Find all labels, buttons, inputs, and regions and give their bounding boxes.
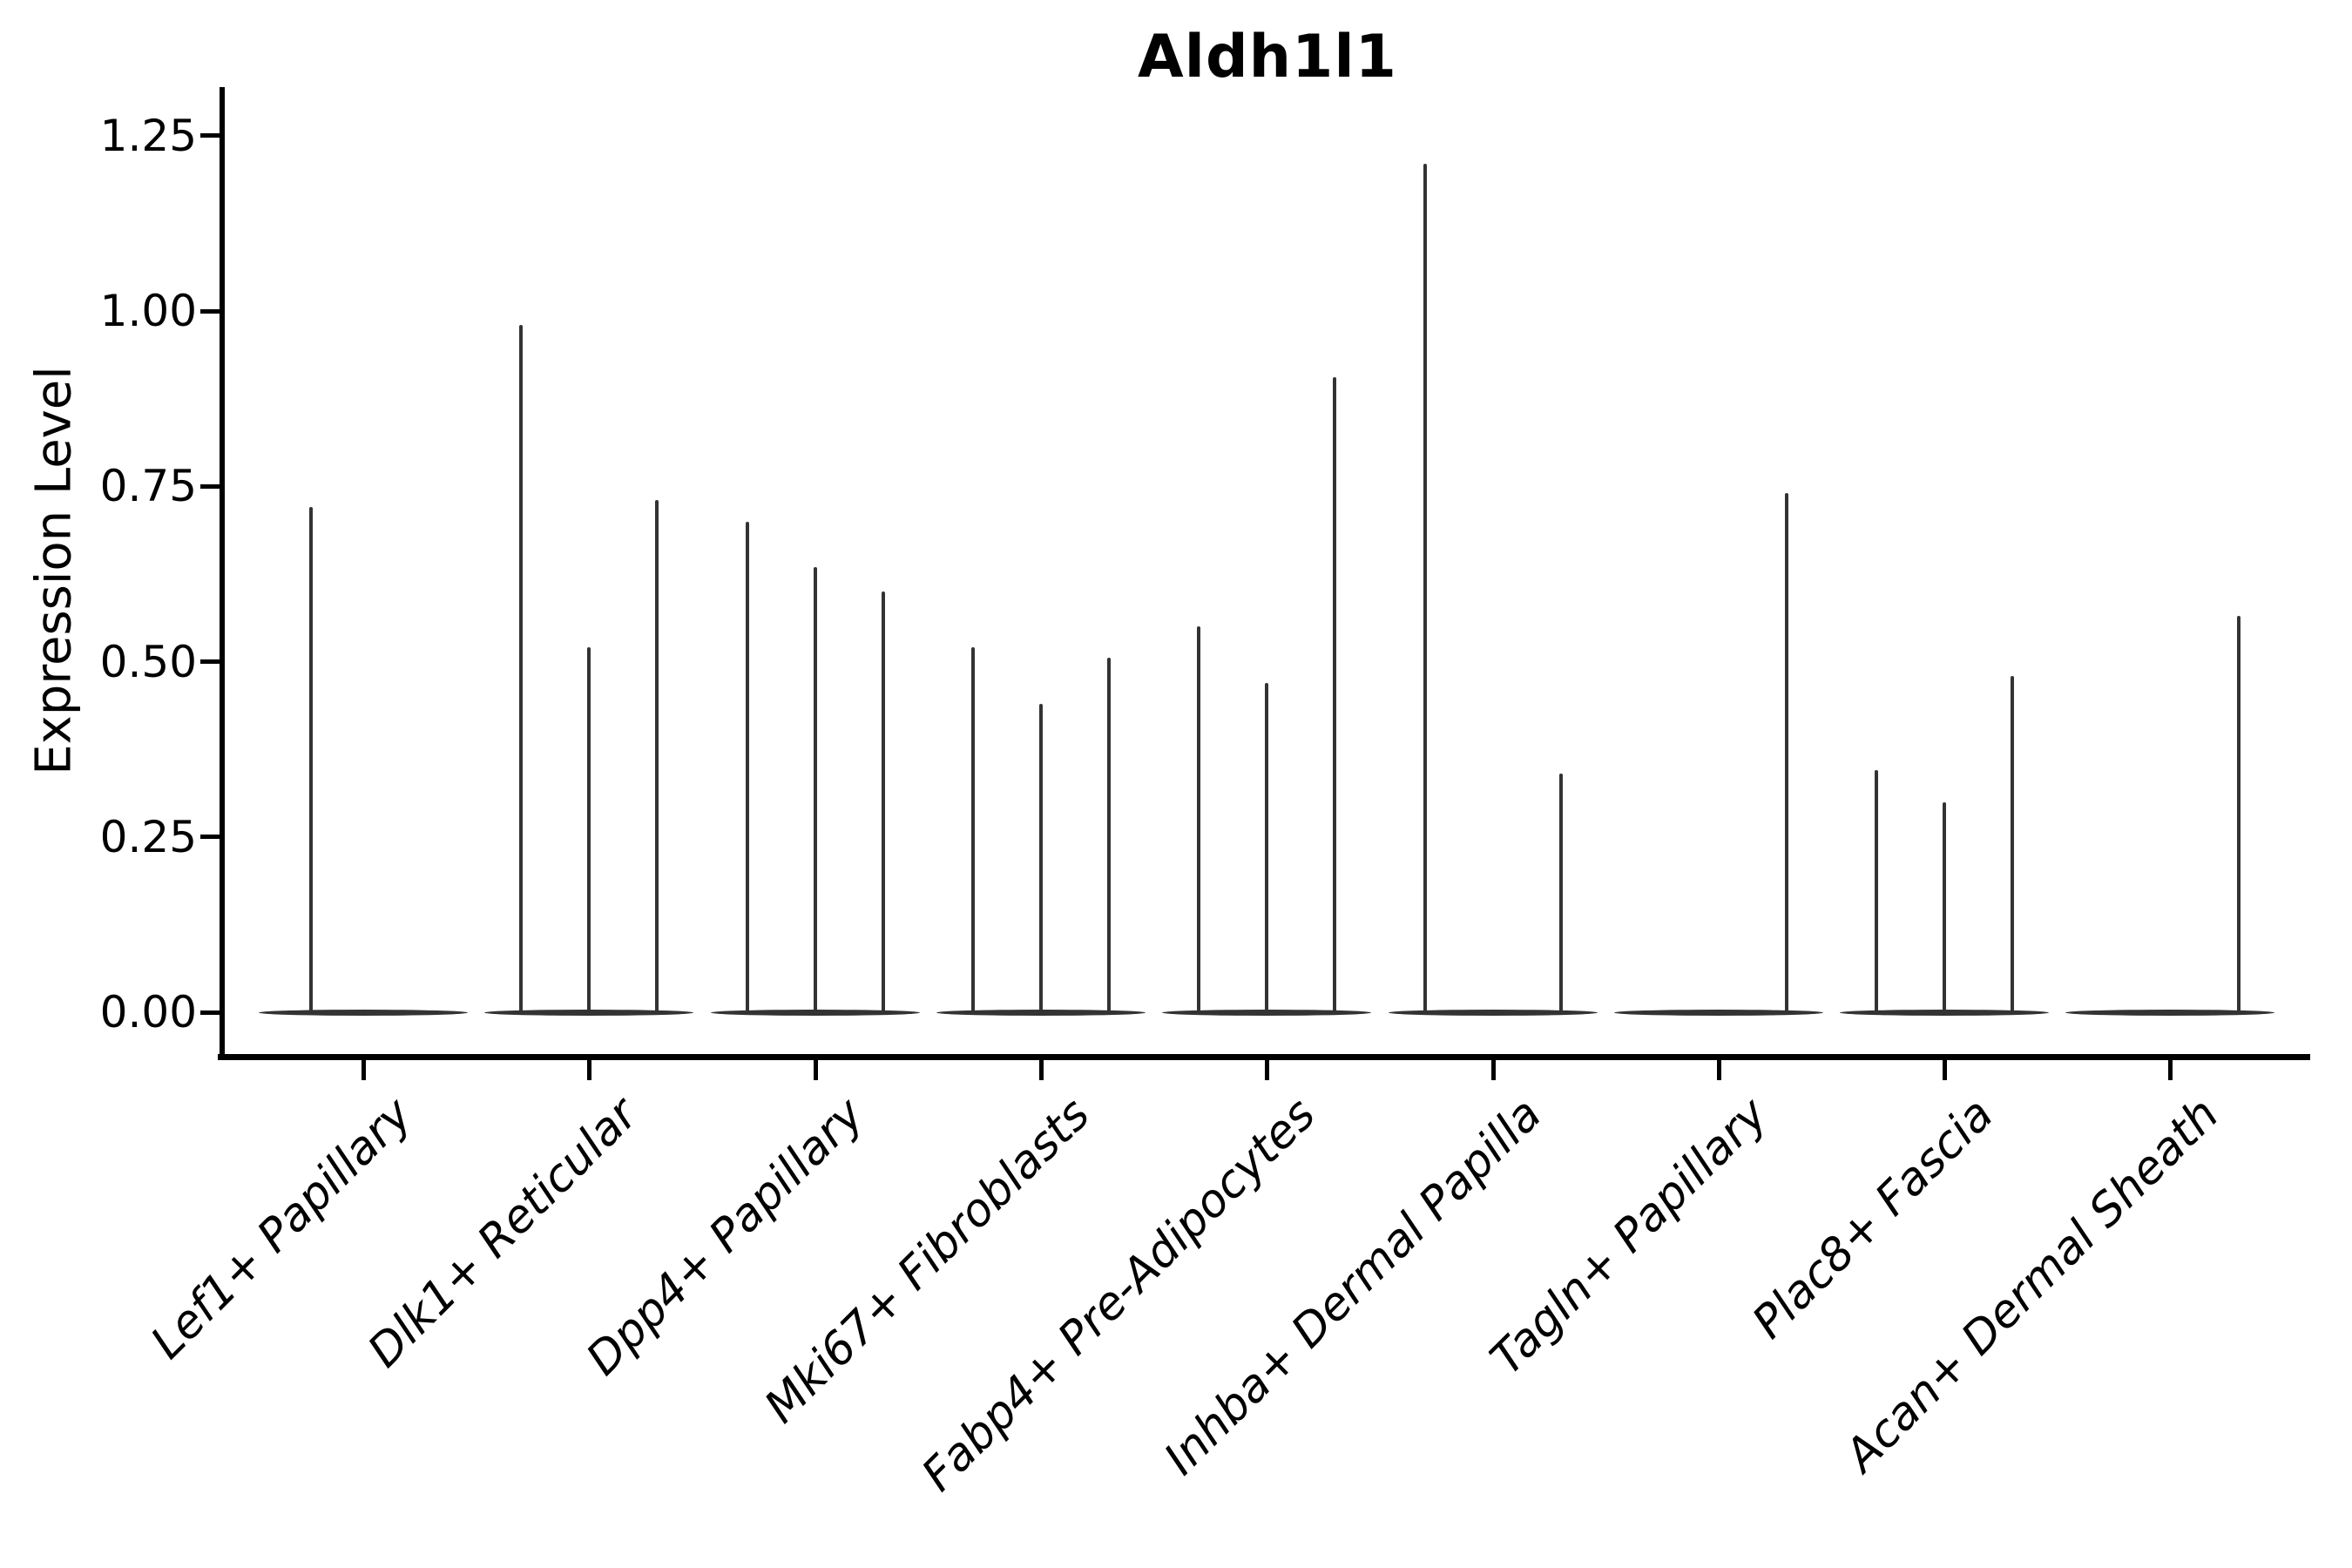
y-tick-label: 0.00 xyxy=(99,987,197,1037)
violin-spike xyxy=(970,647,976,1014)
violin-zero-body xyxy=(1389,1009,1598,1016)
violin-spike xyxy=(1332,377,1337,1014)
violin-spike xyxy=(1558,774,1564,1014)
violin-spike xyxy=(745,521,750,1014)
y-tick-label: 1.00 xyxy=(99,286,197,336)
violin-spike xyxy=(1874,770,1879,1014)
y-axis-spine xyxy=(220,87,225,1059)
y-tick-label: 0.75 xyxy=(99,461,197,512)
violin-zero-body xyxy=(1614,1009,1823,1016)
violin-spike xyxy=(2010,675,2015,1014)
x-tick xyxy=(1264,1059,1269,1080)
y-tick xyxy=(200,133,220,139)
violin-spike xyxy=(586,647,591,1014)
violin-spike xyxy=(1942,801,1947,1014)
y-tick xyxy=(200,835,220,840)
violin-zero-body xyxy=(259,1009,468,1016)
y-tick xyxy=(200,483,220,489)
violin-spike xyxy=(1264,682,1269,1014)
x-tick-label: Inhba+ Dermal Papilla xyxy=(1154,1088,1552,1485)
violin-spike xyxy=(1106,658,1112,1014)
violin-spike xyxy=(1038,703,1044,1014)
violin-spike xyxy=(1196,626,1201,1014)
violin-spike xyxy=(654,500,659,1014)
violin-spike xyxy=(1423,163,1428,1014)
x-tick xyxy=(1038,1059,1044,1080)
violin-zero-body xyxy=(2065,1009,2274,1016)
violin-spike xyxy=(2236,616,2241,1014)
x-axis-spine xyxy=(218,1054,2310,1060)
x-tick xyxy=(586,1059,591,1080)
y-tick-label: 0.25 xyxy=(99,811,197,862)
x-tick xyxy=(1716,1059,1721,1080)
x-tick xyxy=(1490,1059,1496,1080)
violin-spike xyxy=(308,507,314,1014)
y-tick xyxy=(200,659,220,664)
y-tick-label: 0.50 xyxy=(99,636,197,687)
violin-spike xyxy=(813,566,818,1014)
x-tick-label: Acan+ Dermal Sheath xyxy=(1835,1088,2229,1483)
plot-title: Aldh1l1 xyxy=(1138,23,1397,91)
x-tick-label: Plac8+ Fascia xyxy=(1742,1088,2004,1349)
x-tick xyxy=(813,1059,818,1080)
x-tick xyxy=(361,1059,366,1080)
violin-spike xyxy=(881,591,886,1014)
y-tick xyxy=(200,1010,220,1015)
x-tick xyxy=(2167,1059,2173,1080)
x-tick xyxy=(1942,1059,1947,1080)
violin-spike xyxy=(1784,493,1789,1014)
y-axis-label: Expression Level xyxy=(25,366,83,775)
x-tick-label: Fabp4+ Pre-Adipocytes xyxy=(912,1088,1326,1502)
violin-spike xyxy=(518,325,524,1014)
y-tick-label: 1.25 xyxy=(99,110,197,161)
y-tick xyxy=(200,308,220,314)
